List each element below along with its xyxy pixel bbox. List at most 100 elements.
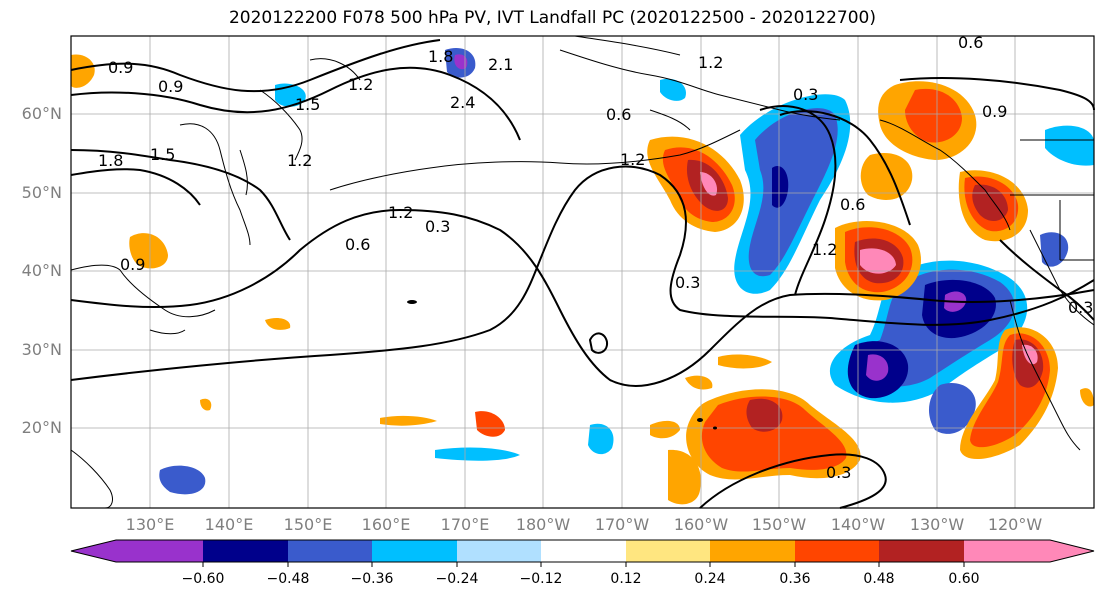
contour-label: 1.2 [812, 240, 837, 259]
colorbar-cell [626, 540, 710, 562]
pc-positive-shading [71, 54, 1094, 505]
lon-label: 150°W [751, 515, 807, 534]
coast-aleutians [329, 129, 741, 191]
contour-label-group: 0.9 0.9 1.5 1.2 1.8 2.1 2.4 1.2 0.6 0.6 … [98, 33, 1093, 482]
colorbar [70, 539, 1095, 567]
contour-label: 0.3 [793, 85, 818, 104]
lon-label: 140°E [204, 515, 254, 534]
contour-0.9-north [70, 39, 441, 93]
colorbar-cell [964, 540, 1094, 562]
colorbar-tick-label: −0.48 [266, 571, 310, 587]
map-title: 2020122200 F078 500 hPa PV, IVT Landfall… [228, 8, 876, 28]
lon-label: 140°W [830, 515, 886, 534]
colorbar-cell [203, 540, 288, 562]
neg-region-kamchatka [275, 83, 306, 107]
contour-label: 0.6 [840, 195, 865, 214]
contour-1.2-east [759, 105, 837, 296]
pos-region-hawaii-tail [668, 449, 701, 505]
colorbar-tick-label: −0.24 [435, 571, 479, 587]
contour-label: 1.2 [698, 53, 723, 72]
coastlines [70, 35, 1095, 509]
lon-label: 150°E [283, 515, 333, 534]
contour-0.9-east [899, 77, 1095, 111]
neg-region-hawaii-east [928, 382, 976, 434]
lon-label: 120°W [987, 515, 1043, 534]
lon-label: 130°W [909, 515, 965, 534]
neg-region-subtropics-core [866, 354, 889, 381]
colorbar-tick-label: −0.36 [350, 571, 394, 587]
lat-label: 50°N [21, 183, 62, 202]
contour-label: 1.8 [428, 47, 453, 66]
pos-region-alaska-south-core [700, 172, 718, 196]
pos-region-gulf-east-core [860, 248, 896, 274]
lon-label: 170°W [594, 515, 650, 534]
pos-region-bc-coast-deep [972, 184, 1008, 222]
contour-label: 1.5 [150, 145, 175, 164]
contour-label: 1.2 [348, 75, 373, 94]
colorbar-tick-label: 0.36 [779, 571, 811, 587]
pos-region-west-6 [650, 420, 680, 439]
contour-label: 0.6 [606, 105, 631, 124]
neg-region-central [588, 423, 614, 455]
pos-region-west-4 [380, 415, 437, 426]
colorbar-cell [541, 540, 626, 562]
lat-label: 20°N [21, 418, 62, 437]
lon-label: 160°E [361, 515, 411, 534]
colorbar-cell [288, 540, 372, 562]
contour-1.8 [70, 168, 201, 206]
pos-region-west-1 [129, 233, 168, 269]
contour-label: 0.6 [345, 235, 370, 254]
colorbar-tick-label: −0.60 [181, 571, 225, 587]
lat-label: 30°N [21, 340, 62, 359]
colorbar-cell [71, 540, 203, 562]
islands [407, 300, 717, 430]
coast-na [1009, 299, 1081, 451]
contour-label: 1.2 [620, 150, 645, 169]
coast-kamchatka [259, 58, 361, 161]
pc-shading [159, 48, 1094, 495]
contour-0.3-south [699, 453, 887, 509]
coast-alaska [559, 35, 841, 131]
colorbar-cell [795, 540, 879, 562]
pos-region-west-9 [200, 398, 212, 411]
pos-region-alaska-gulf [860, 152, 913, 200]
contour-0.3-east [999, 239, 1095, 321]
contour-0.3 [70, 165, 1095, 381]
neg-region-sw-pacific [159, 465, 206, 495]
colorbar-tick-label: 0.60 [948, 571, 980, 587]
neg-region-bc [1045, 125, 1094, 166]
lon-label: 180°W [515, 515, 571, 534]
colorbar-tick-label: 0.24 [694, 571, 726, 587]
pos-region-west-7 [718, 354, 772, 369]
contour-label: 1.2 [287, 151, 312, 170]
border-us-can [1010, 139, 1094, 261]
pos-region-west-2 [71, 54, 95, 88]
contour-label: 0.6 [958, 33, 983, 52]
pos-region-hawaii-deep [746, 398, 783, 432]
pos-region-west-8 [685, 375, 713, 390]
contour-label: 0.9 [982, 102, 1007, 121]
colorbar-cell [372, 540, 457, 562]
lon-label: 160°W [673, 515, 729, 534]
map-frame [70, 35, 1095, 509]
contour-label: 0.3 [425, 217, 450, 236]
contour-1.2 [70, 66, 521, 141]
neg-region-gulf-alaska-deep [772, 166, 789, 208]
contour-loop-small [588, 332, 609, 354]
pos-region-west-3 [265, 317, 291, 330]
pv-contours [70, 39, 1095, 509]
contour-label: 1.5 [295, 95, 320, 114]
contour-label: 2.4 [450, 93, 475, 112]
contour-0.6-east [779, 110, 911, 226]
contour-label: 2.1 [488, 55, 513, 74]
contour-label: 1.2 [388, 203, 413, 222]
colorbar-tick-label: −0.12 [519, 571, 563, 587]
pos-region-alaska-panhandle-mid [905, 88, 962, 143]
coast-asia [70, 123, 251, 509]
contour-label: 0.3 [675, 273, 700, 292]
colorbar-outline [70, 539, 1095, 563]
lon-label: 130°E [125, 515, 175, 534]
contour-label: 0.9 [120, 255, 145, 274]
neg-region-central-2 [435, 447, 520, 461]
